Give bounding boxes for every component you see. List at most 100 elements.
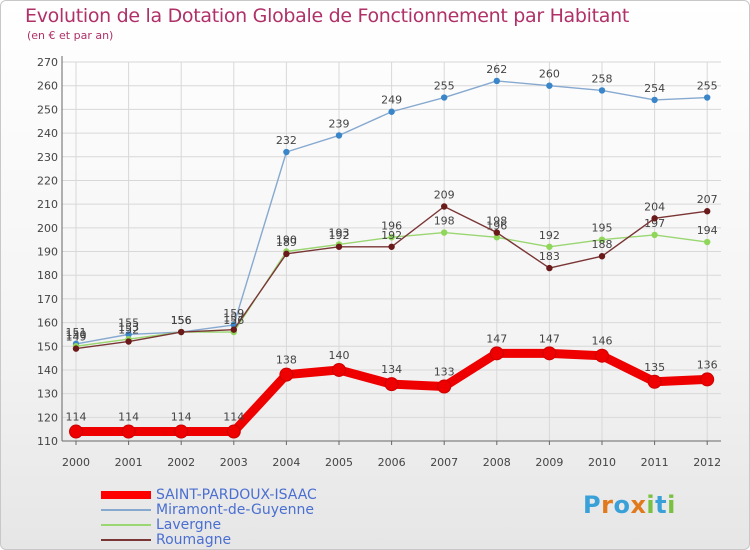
data-label-lavergne-2004: 190	[276, 234, 297, 247]
chart-subtitle: (en € et par an)	[27, 29, 114, 42]
data-label-miramont-de-guyenne-2007: 255	[434, 80, 455, 93]
x-tick-label-2008: 2008	[483, 456, 511, 469]
data-label-lavergne-2000: 150	[66, 328, 87, 341]
legend-item-lavergne: Lavergne	[101, 517, 401, 533]
data-label-roumagne-2007: 209	[434, 188, 455, 201]
data-point-saint-pardoux-isaac-2007	[437, 379, 452, 394]
data-label-lavergne-2005: 193	[329, 226, 350, 239]
y-tick-label-270: 270	[37, 56, 58, 69]
data-label-roumagne-2006: 192	[381, 229, 402, 242]
data-point-roumagne-2004	[283, 250, 290, 258]
logo-letter: r	[601, 491, 614, 519]
x-tick-label-2012: 2012	[693, 456, 721, 469]
data-point-miramont-de-guyenne-2009	[546, 82, 553, 89]
data-label-saint-pardoux-isaac-2008: 147	[486, 332, 507, 345]
data-point-saint-pardoux-isaac-2000	[69, 424, 83, 439]
data-point-saint-pardoux-isaac-2001	[121, 424, 136, 439]
data-label-miramont-de-guyenne-2006: 249	[381, 94, 402, 107]
data-point-miramont-de-guyenne-2001	[125, 331, 132, 338]
data-label-miramont-de-guyenne-2000: 151	[66, 326, 87, 339]
y-tick-label-250: 250	[37, 103, 58, 116]
data-label-saint-pardoux-isaac-2004: 138	[276, 354, 297, 367]
data-label-lavergne-2002: 156	[171, 314, 192, 327]
x-tick-label-2010: 2010	[588, 456, 616, 469]
data-label-roumagne-2009: 183	[539, 250, 560, 263]
data-label-miramont-de-guyenne-2009: 260	[539, 68, 560, 81]
x-tick-label-2002: 2002	[167, 456, 195, 469]
y-tick-label-200: 200	[37, 222, 58, 235]
data-point-saint-pardoux-isaac-2006	[384, 377, 399, 392]
data-point-roumagne-2001	[125, 338, 132, 345]
y-tick-label-240: 240	[37, 127, 58, 140]
data-label-miramont-de-guyenne-2004: 232	[276, 134, 297, 147]
data-label-lavergne-2011: 197	[644, 217, 665, 230]
data-label-saint-pardoux-isaac-2000: 114	[66, 411, 87, 424]
y-tick-label-220: 220	[37, 174, 58, 187]
data-point-lavergne-2011	[651, 231, 658, 239]
data-label-roumagne-2010: 188	[592, 238, 613, 251]
data-point-miramont-de-guyenne-2006	[388, 108, 395, 115]
data-point-miramont-de-guyenne-2010	[598, 87, 606, 94]
x-tick-label-2005: 2005	[325, 456, 353, 469]
chart-title: Evolution de la Dotation Globale de Fonc…	[25, 5, 630, 27]
data-label-miramont-de-guyenne-2011: 254	[644, 82, 665, 95]
legend-swatch-roumagne	[101, 539, 151, 541]
data-point-miramont-de-guyenne-2012	[704, 94, 711, 101]
data-point-roumagne-2012	[704, 208, 711, 215]
data-point-roumagne-2007	[441, 203, 448, 210]
data-point-saint-pardoux-isaac-2012	[700, 372, 715, 387]
logo-letter: i	[667, 491, 676, 519]
proxiti-logo: Proxiti	[583, 491, 676, 519]
data-label-roumagne-2005: 192	[329, 229, 350, 242]
data-label-miramont-de-guyenne-2001: 155	[118, 316, 139, 329]
data-label-saint-pardoux-isaac-2007: 133	[434, 366, 455, 379]
data-label-lavergne-2003: 156	[223, 314, 244, 327]
y-tick-label-170: 170	[37, 293, 58, 306]
data-point-miramont-de-guyenne-2008	[493, 77, 500, 85]
data-label-miramont-de-guyenne-2005: 239	[329, 117, 350, 130]
data-label-roumagne-2001: 152	[118, 324, 139, 337]
data-label-lavergne-2012: 194	[697, 224, 718, 237]
data-point-saint-pardoux-isaac-2004	[279, 367, 294, 382]
data-label-roumagne-2000: 149	[66, 331, 87, 344]
x-tick-label-2003: 2003	[220, 456, 248, 469]
data-point-roumagne-2006	[388, 243, 395, 250]
data-point-lavergne-2009	[546, 243, 553, 250]
data-label-lavergne-2006: 196	[381, 219, 402, 232]
data-point-miramont-de-guyenne-2007	[441, 94, 448, 101]
data-point-roumagne-2008	[493, 229, 500, 236]
x-tick-label-2000: 2000	[62, 456, 90, 469]
data-label-miramont-de-guyenne-2010: 258	[592, 72, 613, 85]
logo-letter: o	[613, 491, 631, 519]
data-label-miramont-de-guyenne-2012: 255	[697, 80, 718, 93]
y-tick-label-150: 150	[37, 340, 58, 353]
legend-label-lavergne: Lavergne	[156, 517, 222, 533]
logo-letter: x	[630, 491, 647, 519]
data-label-lavergne-2007: 198	[434, 215, 455, 228]
data-label-lavergne-2010: 195	[592, 222, 613, 235]
y-tick-label-140: 140	[37, 364, 58, 377]
data-point-saint-pardoux-isaac-2010	[595, 348, 609, 363]
data-point-lavergne-2006	[388, 234, 395, 241]
x-tick-label-2006: 2006	[378, 456, 406, 469]
data-label-miramont-de-guyenne-2003: 159	[223, 307, 244, 320]
data-label-lavergne-2001: 153	[118, 321, 139, 334]
x-tick-label-2007: 2007	[430, 456, 458, 469]
data-label-saint-pardoux-isaac-2003: 114	[223, 411, 244, 424]
y-tick-label-230: 230	[37, 151, 58, 164]
data-point-saint-pardoux-isaac-2009	[542, 346, 557, 361]
data-label-miramont-de-guyenne-2008: 262	[486, 63, 507, 76]
data-point-lavergne-2008	[493, 234, 500, 241]
legend-label-saint-pardoux-isaac: SAINT-PARDOUX-ISAAC	[156, 487, 317, 503]
y-tick-label-160: 160	[37, 317, 58, 330]
logo-letter: t	[655, 491, 668, 519]
data-point-lavergne-2010	[598, 236, 606, 243]
logo-letter: P	[583, 491, 602, 519]
data-point-roumagne-2005	[335, 243, 343, 250]
data-label-miramont-de-guyenne-2002: 156	[171, 314, 192, 327]
data-label-roumagne-2004: 189	[276, 236, 297, 249]
legend-swatch-miramont-de-guyenne	[101, 509, 151, 511]
data-label-roumagne-2011: 204	[644, 200, 665, 213]
